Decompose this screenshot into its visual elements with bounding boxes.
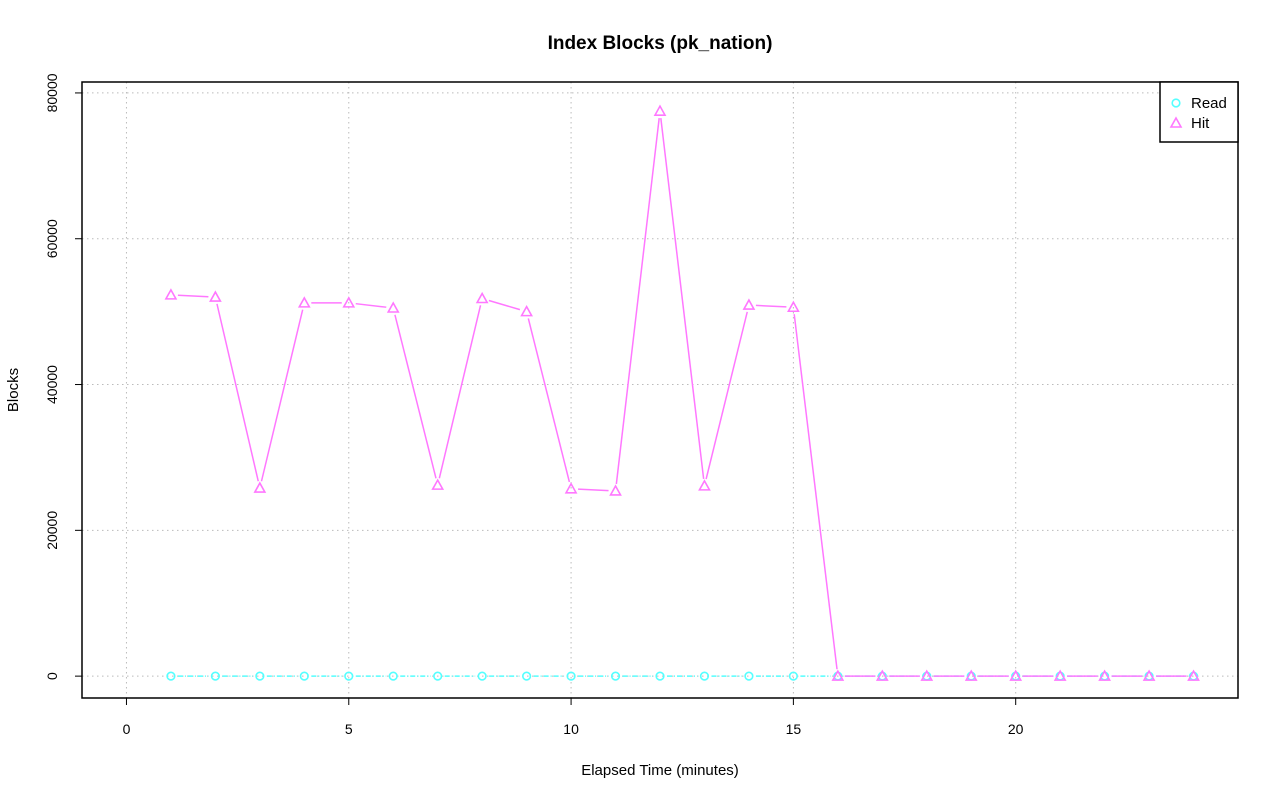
series-hit-point (1142, 669, 1156, 681)
series-read-point (744, 671, 754, 681)
series-hit-point (875, 669, 889, 681)
series-hit-segment (660, 118, 705, 479)
legend-read-label: Read (1191, 95, 1227, 112)
x-tick-label: 10 (563, 721, 579, 737)
y-tick-label: 0 (44, 672, 60, 680)
series-hit-segment (793, 314, 838, 670)
series-hit-point (1187, 669, 1200, 681)
x-axis: 0 5 10 15 20 (123, 698, 1024, 737)
legend-hit-icon (1169, 116, 1183, 128)
series-read-point (166, 671, 176, 681)
series-read-point (210, 671, 220, 681)
x-axis-label: Elapsed Time (minutes) (581, 762, 739, 779)
series-read-point (610, 671, 621, 681)
x-tick-label: 5 (345, 721, 353, 737)
series-hit-point (564, 482, 578, 494)
series-hit-point (831, 669, 845, 681)
series-hit-point (653, 104, 667, 116)
series-hit-point (342, 296, 356, 308)
series-hit-point (609, 484, 622, 496)
series-read-point (522, 671, 532, 681)
y-tick-label: 80000 (44, 73, 60, 112)
series-hit-point (1098, 669, 1111, 681)
series-hit-segment (615, 118, 660, 485)
series-hit-point (164, 288, 178, 300)
series-hit (164, 104, 1200, 681)
series-hit-point (520, 304, 533, 317)
series-hit-point (297, 296, 311, 308)
y-axis: 0 20000 40000 60000 80000 (44, 73, 82, 680)
series-read-point (299, 671, 309, 681)
series-read-point (655, 671, 665, 681)
y-axis-label: Blocks (5, 368, 22, 412)
x-tick-label: 15 (786, 721, 802, 737)
series-read-point (344, 671, 354, 681)
series-hit-point (386, 301, 400, 313)
series-layer (164, 104, 1200, 681)
series-hit-segment (527, 318, 571, 483)
series-hit-point (1009, 669, 1023, 681)
series-hit-segment (705, 311, 748, 480)
series-hit-point (698, 479, 711, 491)
series-read-point (477, 671, 487, 681)
series-hit-point (742, 298, 756, 310)
series-read-point (388, 671, 398, 681)
series-hit-point (787, 300, 800, 313)
series-hit-segment (578, 488, 609, 492)
y-tick-label: 60000 (44, 219, 60, 258)
grid (82, 82, 1238, 698)
series-read-point (566, 671, 576, 681)
series-hit-segment (394, 314, 437, 479)
series-hit-segment (755, 304, 787, 308)
x-tick-label: 0 (123, 721, 131, 737)
series-hit-point (964, 669, 978, 681)
series-read-point (433, 671, 443, 681)
series-hit-segment (438, 305, 482, 479)
series-hit-point (431, 478, 445, 490)
series-hit-point (920, 669, 934, 681)
series-hit-segment (488, 299, 521, 311)
series-read-point (699, 671, 710, 681)
chart-title: Index Blocks (pk_nation) (548, 33, 773, 54)
legend-read-icon (1171, 98, 1181, 108)
series-hit-segment (216, 303, 259, 482)
series-hit-point (253, 481, 267, 493)
legend-hit-label: Hit (1191, 115, 1210, 132)
series-hit-point (1053, 669, 1067, 681)
x-tick-label: 20 (1008, 721, 1024, 737)
series-hit-segment (355, 302, 387, 308)
series-read-point (255, 671, 265, 681)
plot-frame (81, 81, 1239, 699)
y-tick-label: 40000 (44, 365, 60, 404)
series-hit-point (209, 290, 222, 302)
series-read-point (788, 671, 798, 681)
y-tick-label: 20000 (44, 511, 60, 550)
series-hit-segment (260, 309, 304, 482)
legend-box (1159, 81, 1239, 143)
legend: Read Hit (1159, 81, 1239, 143)
series-hit-segment (177, 294, 209, 298)
series-hit-point (475, 291, 489, 304)
